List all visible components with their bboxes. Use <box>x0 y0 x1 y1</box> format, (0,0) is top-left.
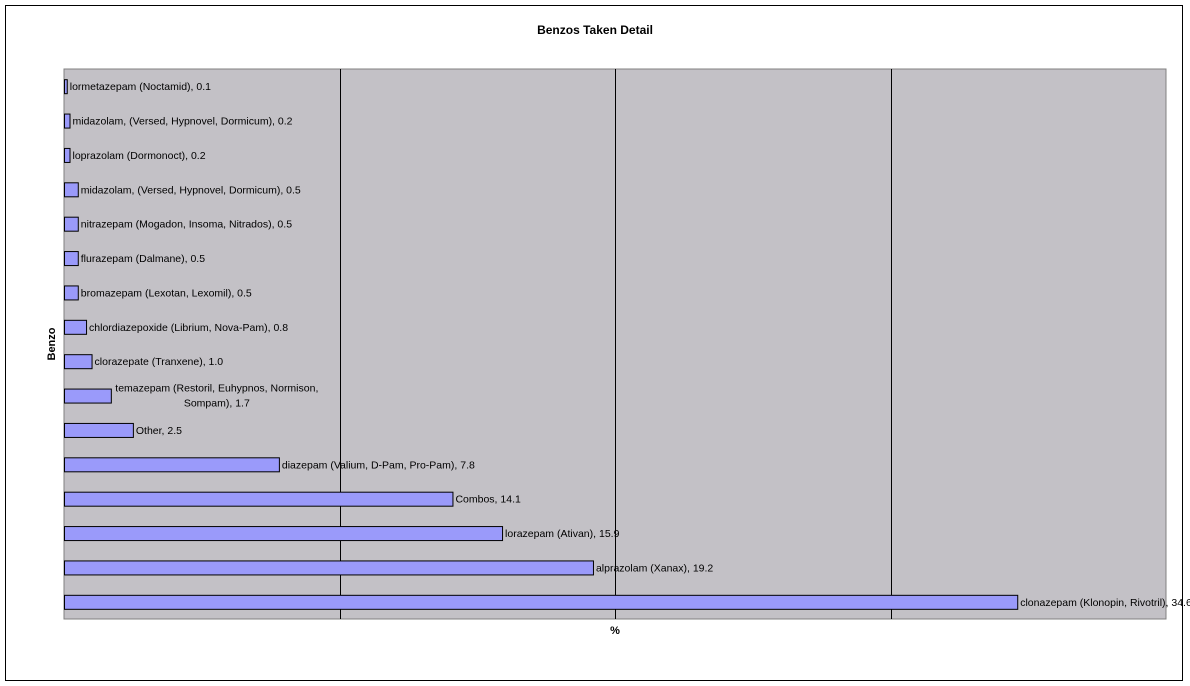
bar-data-label: nitrazepam (Mogadon, Insoma, Nitrados), … <box>81 219 292 231</box>
chart-title: Benzos Taken Detail <box>537 23 653 37</box>
bar-data-label: midazolam, (Versed, Hypnovel, Dormicum),… <box>81 184 301 196</box>
bar <box>64 113 71 129</box>
bar <box>64 251 79 267</box>
bars <box>64 79 1019 610</box>
bar-data-label: clorazepate (Tranxene), 1.0 <box>95 356 224 368</box>
bar <box>64 594 1019 610</box>
bar-data-label: lormetazepam (Noctamid), 0.1 <box>70 81 211 93</box>
bar <box>64 354 93 370</box>
bar <box>64 319 88 335</box>
bar-data-label: midazolam, (Versed, Hypnovel, Dormicum),… <box>73 116 293 128</box>
bar-data-label: chlordiazepoxide (Librium, Nova-Pam), 0.… <box>89 322 288 334</box>
bar-labels: lormetazepam (Noctamid), 0.1 midazolam, (… <box>70 81 1190 609</box>
bar-data-label: lorazepam (Ativan), 15.9 <box>505 528 620 540</box>
bar <box>64 526 504 542</box>
bar-data-label: loprazolam (Dormonoct), 0.2 <box>73 150 206 162</box>
bar-data-label: diazepam (Valium, D-Pam, Pro-Pam), 7.8 <box>282 459 475 471</box>
bar <box>64 79 68 95</box>
bar-data-label: alprazolam (Xanax), 19.2 <box>596 562 713 574</box>
x-axis-title: % <box>610 625 620 637</box>
bar-data-label: bromazepam (Lexotan, Lexomil), 0.5 <box>81 287 252 299</box>
bar-data-label: Combos, 14.1 <box>455 494 521 506</box>
bar <box>64 457 280 473</box>
bar-data-label: Sompam), 1.7 <box>184 398 250 410</box>
bar <box>64 285 79 301</box>
bar <box>64 491 454 507</box>
bar <box>64 560 594 576</box>
bar <box>64 388 112 404</box>
bar-data-label: Other, 2.5 <box>136 425 182 437</box>
bar-data-label: clonazepam (Klonopin, Rivotril), 34.6 <box>1020 597 1190 609</box>
bar <box>64 216 79 232</box>
bar <box>64 147 71 163</box>
y-axis-title: Benzo <box>46 327 58 360</box>
bar <box>64 422 134 438</box>
bar <box>64 182 79 198</box>
bar-data-label: flurazepam (Dalmane), 0.5 <box>81 253 205 265</box>
bar-data-label: temazepam (Restoril, Euhypnos, Normison, <box>115 383 318 395</box>
